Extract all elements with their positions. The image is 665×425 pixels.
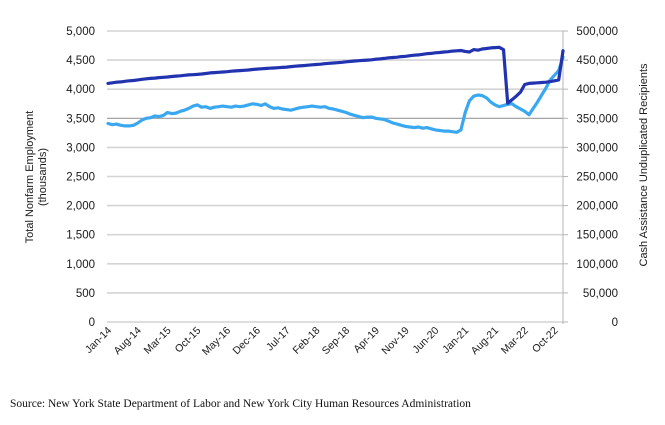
y-left-tick-label: 5,000 <box>66 26 95 38</box>
y-right-tick-label: 400,000 <box>576 84 618 96</box>
left-axis-ticks: 0 500 1,000 1,500 2,000 2,500 3,000 3,500 4,000 4… <box>66 26 95 329</box>
chart: 0 500 1,000 1,500 2,000 2,500 3,000 3,500 4,000 4… <box>24 26 650 358</box>
x-tick-label: Jun-20 <box>410 325 441 356</box>
y-right-tick-label: 0 <box>612 317 618 329</box>
y-right-tick-label: 50,000 <box>583 288 618 300</box>
y-left-tick-label: 4,500 <box>66 55 95 67</box>
y-left-tick-label: 3,000 <box>66 142 95 154</box>
x-tick-label: Aug-14 <box>111 325 144 358</box>
y-axis-left-title: Total Nonfarm Employment <box>24 111 36 244</box>
x-tick-label: Jan-14 <box>83 325 114 356</box>
x-tick-label: Oct-22 <box>530 325 561 356</box>
y-left-tick-label: 3,500 <box>66 113 95 125</box>
x-tick-label: Aug-21 <box>469 325 502 358</box>
x-tick-label: Sep-18 <box>320 325 353 358</box>
cash-assistance-series-line <box>106 55 565 134</box>
x-tick-label: May-16 <box>200 325 233 358</box>
x-tick-label: Jul-17 <box>264 325 293 354</box>
x-tick-label: Mar-22 <box>499 325 531 357</box>
y-right-tick-label: 150,000 <box>576 230 618 242</box>
y-right-tick-label: 450,000 <box>576 55 618 67</box>
x-tick-label: Dec-16 <box>231 325 264 358</box>
x-tick-label: Oct-15 <box>173 325 204 356</box>
x-tick-label: Apr-19 <box>351 325 382 356</box>
x-tick-label: Mar-15 <box>142 325 174 357</box>
y-right-tick-label: 300,000 <box>576 142 618 154</box>
y-right-tick-label: 100,000 <box>576 259 618 271</box>
y-left-tick-label: 0 <box>89 317 95 329</box>
y-right-tick-label: 250,000 <box>576 172 618 184</box>
source-note: Source: New York State Department of Lab… <box>10 398 471 410</box>
y-left-tick-label: 1,500 <box>66 230 95 242</box>
employment-series-line <box>106 45 565 105</box>
series-lines <box>106 45 565 134</box>
y-right-tick-label: 350,000 <box>576 113 618 125</box>
y-left-tick-label: 4,000 <box>66 84 95 96</box>
y-left-tick-label: 500 <box>76 288 95 300</box>
y-left-tick-label: 2,000 <box>66 201 95 213</box>
y-right-tick-label: 500,000 <box>576 26 618 38</box>
y-left-tick-label: 1,000 <box>66 259 95 271</box>
gridlines <box>107 30 563 323</box>
x-tick-label: Jan-21 <box>440 325 471 356</box>
y-axis-right-title: Cash Assistance Unduplicated Recipients <box>638 63 650 267</box>
y-left-tick-label: 2,500 <box>66 172 95 184</box>
y-axis-left-subtitle: (thousands) <box>37 148 49 206</box>
right-axis-ticks: 0 50,000 100,000 150,000 200,000 250,000 300,0… <box>563 26 618 329</box>
x-tick-label: Nov-19 <box>379 325 412 358</box>
x-tick-label: Feb-18 <box>290 325 322 357</box>
y-right-tick-label: 200,000 <box>576 201 618 213</box>
